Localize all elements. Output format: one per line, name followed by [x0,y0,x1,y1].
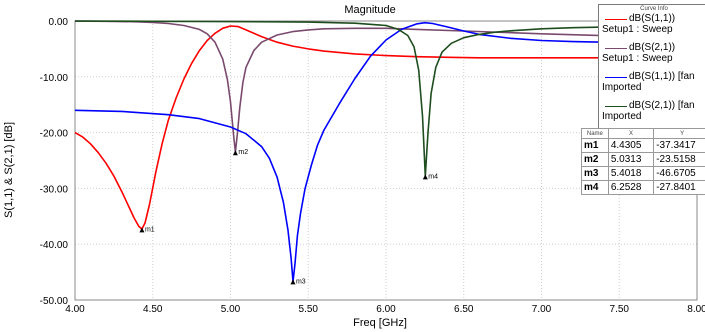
legend-entry-1[interactable]: dB(S(1,1)) Setup1 : Sweep [599,13,705,43]
y-tick-label: -40.00 [40,240,69,251]
series-line-2 [74,20,698,153]
marker-table-y: -46.6705 [653,166,705,181]
marker-m4[interactable] [422,174,428,180]
y-tick-label: -10.00 [40,73,69,84]
marker-layer: m1 m2 m3 m4 [139,149,438,285]
legend-swatch [605,77,627,78]
series-layer [74,20,698,283]
legend-entry-2[interactable]: dB(S(2,1)) Setup1 : Sweep [599,42,705,72]
legend-series-source: Setup1 : Sweep [602,53,673,64]
tick-labels: 4.00 4.50 5.00 5.50 6.00 6.50 7.00 7.50 8.00 0.00… [40,17,705,315]
marker-table-y: -27.8401 [653,180,705,195]
marker-table-row[interactable]: m1 4.4305 -37.3417 [581,138,705,153]
marker-table-row[interactable]: m4 6.2528 -27.8401 [581,180,705,195]
legend-series-source: Imported [602,111,642,122]
marker-m2[interactable] [232,150,238,156]
marker-table-x: 5.4018 [607,166,655,181]
marker-table-y: -23.5158 [653,152,705,167]
legend-series-name: dB(S(1,1)) [629,13,676,24]
legend-swatch [605,19,627,20]
marker-label-m4: m4 [428,173,438,180]
legend-title: Curve Info [640,6,668,12]
marker-table-name: m2 [581,152,609,167]
marker-table-header-y: Y [653,128,705,139]
x-tick-label: 8.00 [687,304,705,315]
marker-label-m2: m2 [238,149,248,156]
marker-table-row[interactable]: m2 5.0313 -23.5158 [581,152,705,167]
marker-m1[interactable] [139,227,145,233]
legend[interactable]: Curve Info dB(S(1,1)) Setup1 : Sweep dB(S(… [598,4,705,130]
series-line-1 [74,25,697,230]
x-tick-label: 6.00 [376,304,396,315]
x-tick-label: 7.00 [532,304,552,315]
marker-table-x: 4.4305 [607,138,655,153]
marker-table-name: m1 [581,138,609,153]
legend-entry-4[interactable]: dB(S(2,1)) [fan Imported [599,100,705,129]
series-line-4 [74,20,698,177]
marker-table-header-x: X [607,128,655,139]
marker-table-header-name: Name [581,128,609,139]
x-tick-label: 4.00 [65,304,85,315]
marker-table-x: 5.0313 [607,152,655,167]
marker-table-row[interactable]: m3 5.4018 -46.6705 [581,166,705,181]
plot-title: Magnitude [344,4,395,16]
x-axis-title: Freq [GHz] [353,317,407,329]
legend-swatch [605,48,627,49]
legend-series-name: dB(S(1,1)) [fan [629,71,695,82]
x-tick-label: 5.50 [299,304,319,315]
marker-table-y: -37.3417 [653,138,705,153]
marker-label-m1: m1 [145,226,155,233]
marker-table[interactable]: Name X Y m1 4.4305 -37.3417 m2 5.0313 -23.515… [581,128,705,195]
y-tick-label: -30.00 [40,184,69,195]
legend-series-source: Imported [602,82,642,93]
marker-table-x: 6.2528 [607,180,655,195]
marker-table-name: m3 [581,166,609,181]
legend-swatch [605,106,627,107]
legend-series-name: dB(S(2,1)) [629,42,676,53]
x-tick-label: 4.50 [143,304,163,315]
legend-series-name: dB(S(2,1)) [fan [629,100,695,111]
x-tick-label: 5.00 [221,304,241,315]
y-tick-label: -50.00 [40,296,69,307]
series-line-3 [74,21,697,283]
x-tick-label: 7.50 [610,304,630,315]
legend-entry-3[interactable]: dB(S(1,1)) [fan Imported [599,71,705,101]
y-tick-label: -20.00 [40,129,69,140]
legend-entries: dB(S(1,1)) Setup1 : Sweep dB(S(2,1)) Setup1… [599,13,705,129]
marker-m3[interactable] [290,279,296,285]
x-tick-label: 6.50 [454,304,474,315]
marker-table-header: Name X Y [581,128,705,139]
marker-label-m3: m3 [296,278,306,285]
marker-table-name: m4 [581,180,609,195]
y-axis-title: S(1,1) & S(2,1) [dB] [3,122,15,218]
y-tick-label: 0.00 [49,17,69,28]
legend-series-source: Setup1 : Sweep [602,24,673,35]
